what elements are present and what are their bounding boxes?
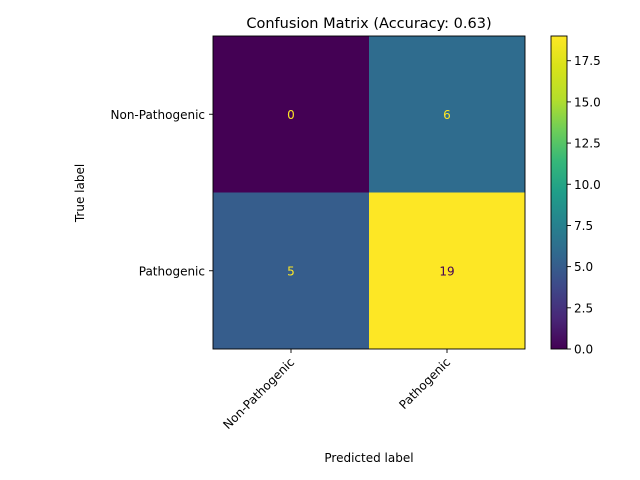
cell-value-0-0: 0 bbox=[287, 108, 295, 122]
x-axis-ticks: Non-Pathogenic Pathogenic bbox=[220, 349, 453, 432]
x-axis-label: Predicted label bbox=[324, 451, 413, 465]
colorbar-tick-label: 2.5 bbox=[574, 301, 593, 315]
cell-value-1-0: 5 bbox=[287, 264, 295, 278]
colorbar-tick-label: 17.5 bbox=[574, 54, 601, 68]
colorbar-tick-label: 12.5 bbox=[574, 137, 601, 151]
y-axis-ticks: Non-Pathogenic Pathogenic bbox=[111, 108, 213, 278]
heatmap-cell-0-1 bbox=[369, 36, 525, 193]
colorbar-tick-label: 7.5 bbox=[574, 219, 593, 233]
y-axis-label: True label bbox=[73, 164, 87, 223]
y-tick-label: Non-Pathogenic bbox=[111, 108, 206, 122]
y-tick-label: Pathogenic bbox=[139, 264, 205, 278]
colorbar bbox=[550, 35, 568, 350]
chart-title: Confusion Matrix (Accuracy: 0.63) bbox=[246, 16, 491, 32]
cell-value-0-1: 6 bbox=[443, 108, 451, 122]
heatmap-cell-1-0 bbox=[213, 192, 369, 349]
heatmap-cell-1-1 bbox=[369, 192, 525, 349]
colorbar-tick-label: 15.0 bbox=[574, 95, 601, 109]
colorbar-tick-label: 0.0 bbox=[574, 343, 593, 357]
cell-value-1-1: 19 bbox=[439, 264, 454, 278]
heatmap-cell-0-0 bbox=[213, 36, 369, 193]
heatmap-cells: 0 6 5 19 bbox=[213, 36, 525, 349]
colorbar-tick-label: 5.0 bbox=[574, 260, 593, 274]
colorbar-tick-label: 10.0 bbox=[574, 178, 601, 192]
plot-frame bbox=[212, 35, 526, 350]
x-tick-label: Non-Pathogenic bbox=[220, 355, 297, 432]
x-tick-label: Pathogenic bbox=[396, 355, 453, 412]
colorbar-ticks: 0.0 2.5 5.0 7.5 10.0 12.5 15.0 17.5 bbox=[567, 54, 601, 357]
